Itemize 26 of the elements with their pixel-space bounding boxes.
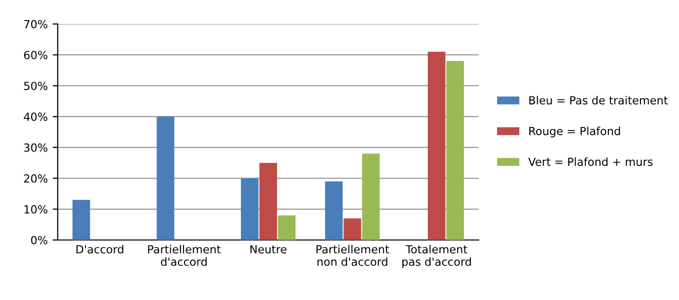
y-tick-label: 60% <box>24 50 48 60</box>
y-tick-label: 10% <box>24 205 48 214</box>
y-tick-label: 20% <box>24 174 48 183</box>
bar <box>325 181 343 240</box>
bar <box>72 200 90 240</box>
bar <box>156 116 174 240</box>
y-tick-label: 30% <box>24 143 48 152</box>
bar <box>428 52 446 240</box>
x-tick-label: D'accord <box>76 244 124 254</box>
legend-label: Vert = Plafond + murs <box>528 157 653 166</box>
y-tick-label: 70% <box>24 20 48 28</box>
legend-label: Rouge = Plafond <box>529 126 620 138</box>
y-tick-label: 40% <box>24 112 48 121</box>
legend-label: Bleu = Pas de traitement <box>529 96 668 104</box>
x-tick-label: Neutre <box>250 245 286 254</box>
x-tick-label: Partiellement non d'accord <box>316 244 390 266</box>
y-tick-label: 0% <box>31 236 48 244</box>
bar <box>240 178 258 240</box>
bar <box>446 61 464 240</box>
bar <box>278 215 296 240</box>
x-tick-label: Totalement pas d'accord <box>402 244 471 268</box>
bar <box>259 162 278 240</box>
x-tick-label: Partiellement d'accord <box>148 244 221 266</box>
bar <box>344 218 362 240</box>
bar <box>362 154 380 240</box>
y-tick-label: 50% <box>24 82 48 90</box>
